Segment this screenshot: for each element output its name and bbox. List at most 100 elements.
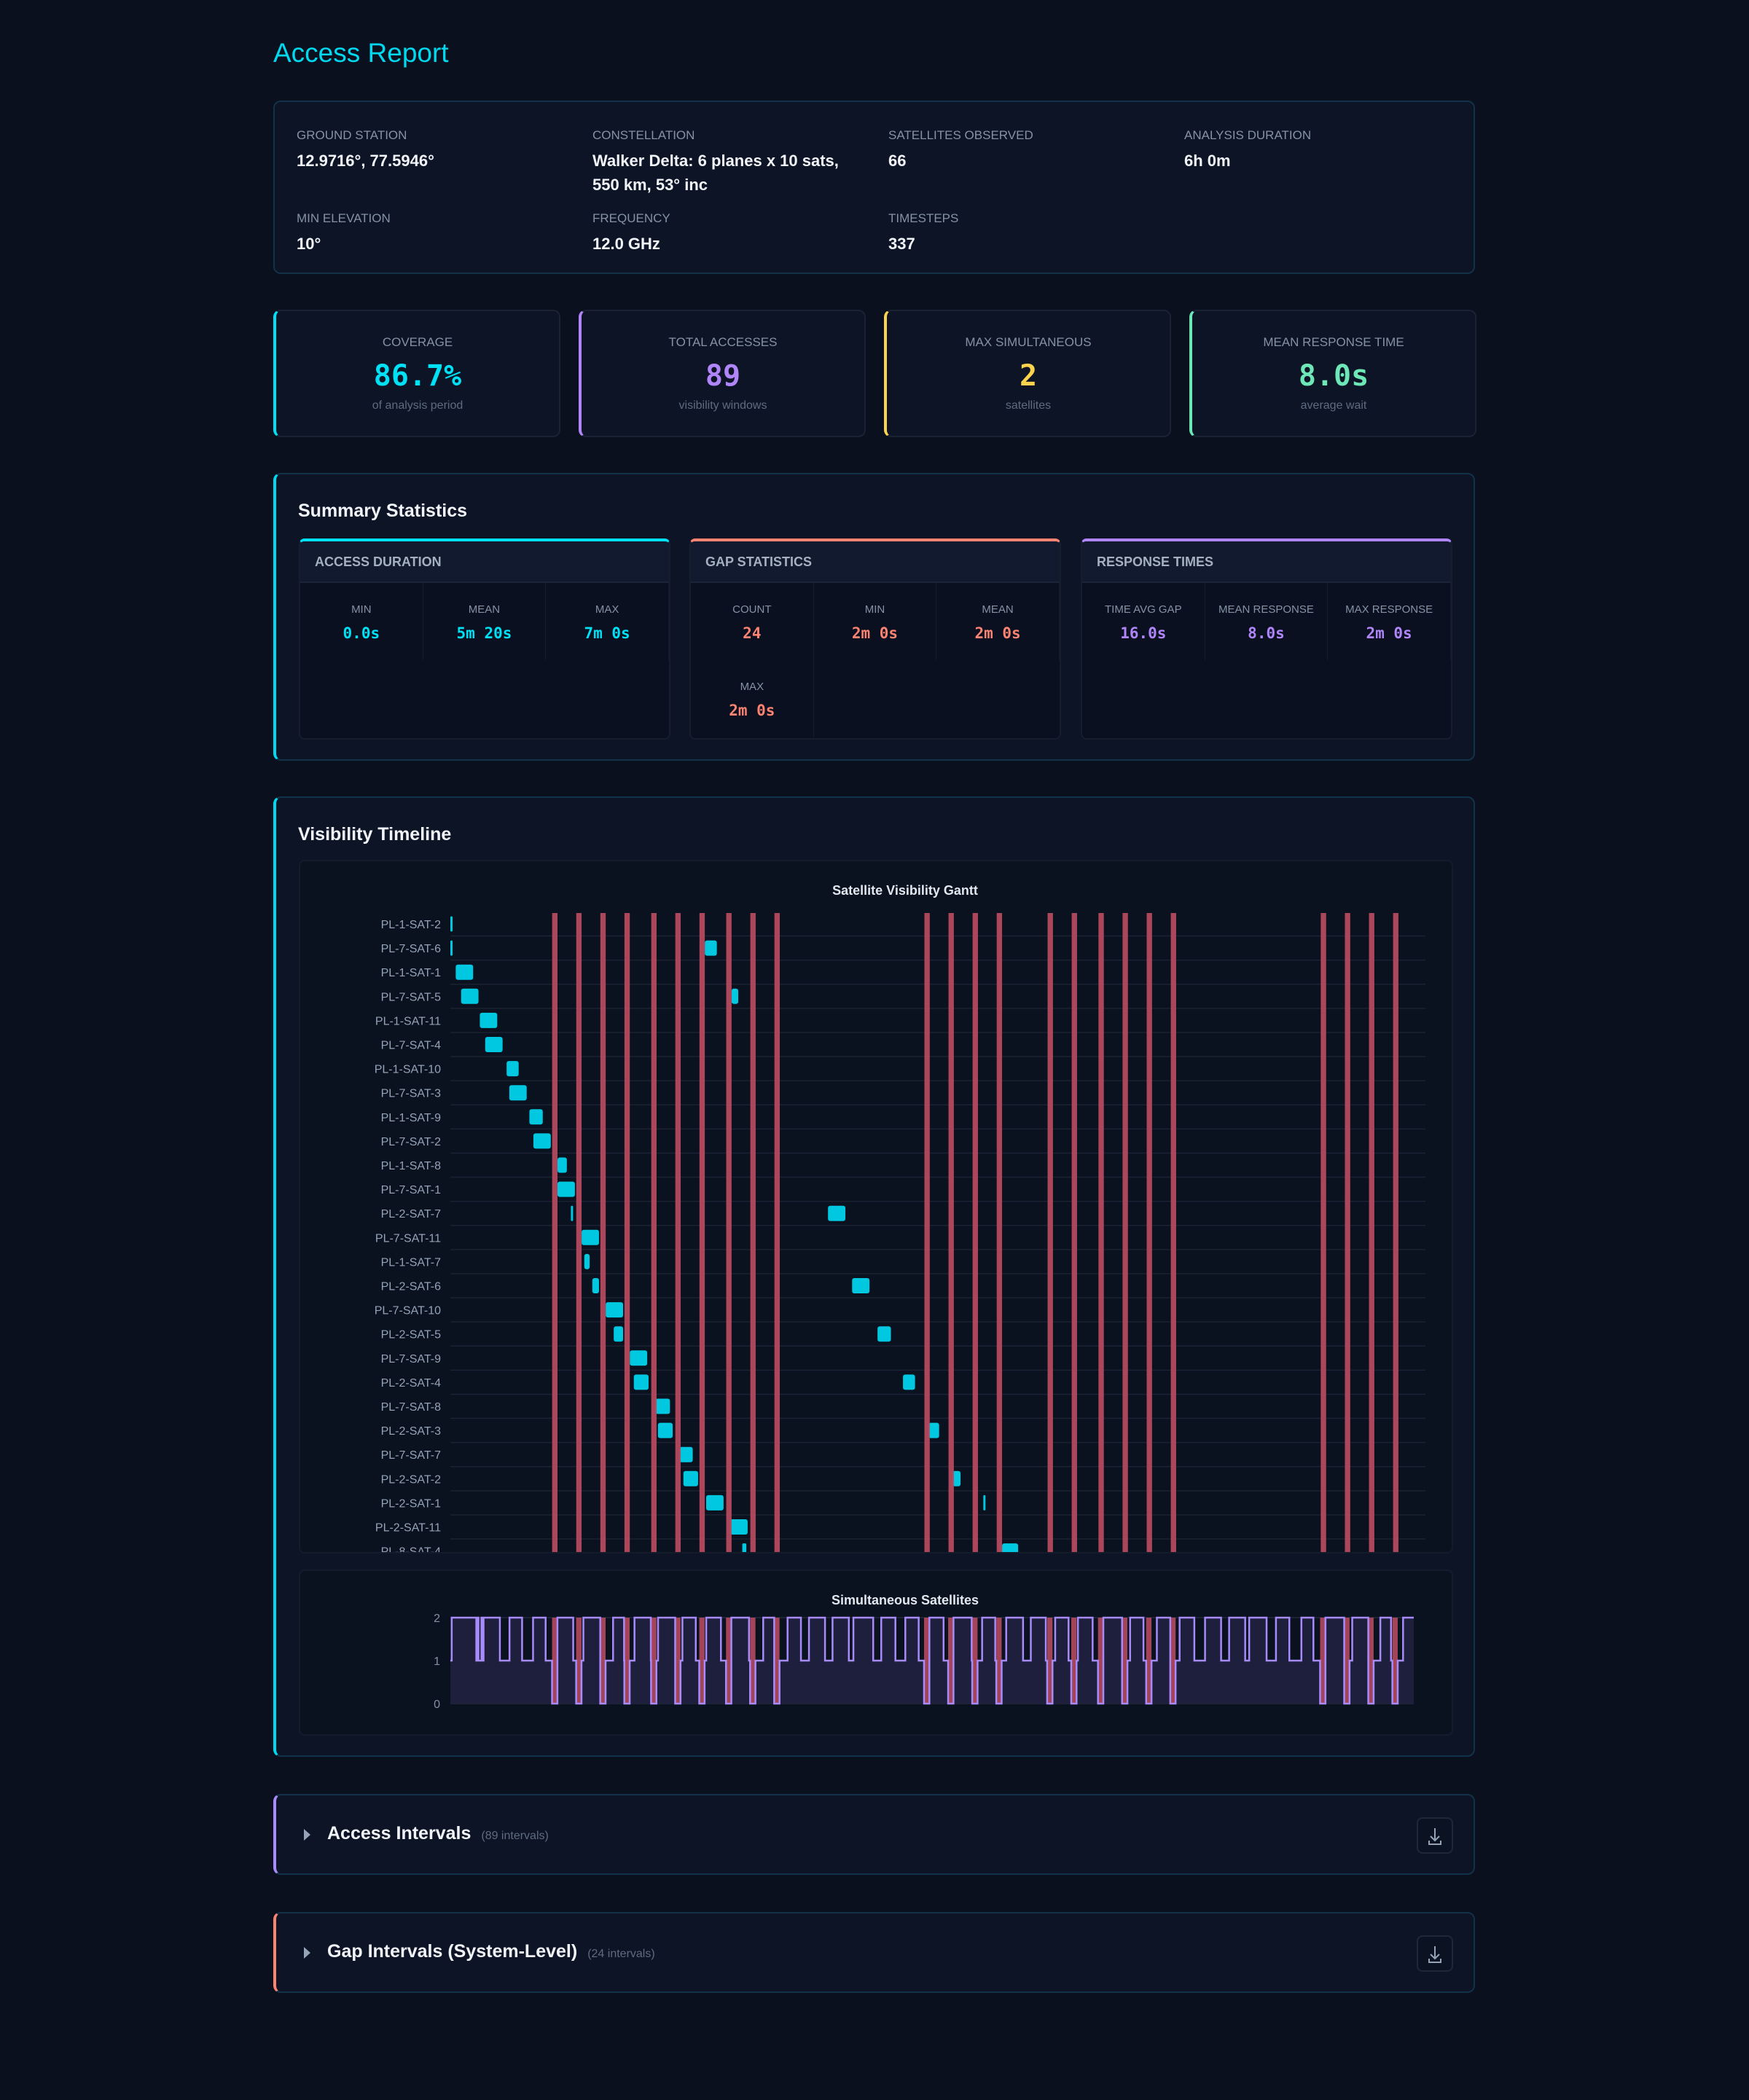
info-label: ANALYSIS DURATION [1184,128,1312,142]
access-bar[interactable] [655,1398,670,1414]
access-bar[interactable] [485,1037,503,1052]
access-bar[interactable] [657,1422,673,1438]
info-label: FREQUENCY [592,211,670,225]
info-value: 12.9716°, 77.5946° [297,152,434,170]
gap-band [675,913,681,1552]
gap-band [774,913,780,1552]
access-bar[interactable] [852,1278,870,1293]
access-bar[interactable] [480,1012,498,1028]
expand-triangle-icon[interactable] [304,1947,310,1959]
access-bar[interactable] [506,1061,519,1077]
stat-cell: MIN 0.0s [300,583,423,660]
access-bar[interactable] [903,1374,915,1390]
gap-band [576,913,582,1552]
access-bar[interactable] [450,916,453,932]
info-value: 337 [888,235,915,253]
row-label: PL-2-SAT-2 [381,1473,442,1486]
access-bar[interactable] [730,1519,748,1535]
access-bar[interactable] [683,1470,698,1486]
expand-triangle-icon[interactable] [304,1829,310,1841]
access-bar[interactable] [582,1229,599,1245]
info-label: MIN ELEVATION [297,211,391,225]
info-item: TIMESTEPS 337 [888,211,1165,256]
gap-band [1170,913,1176,1552]
access-bar[interactable] [705,940,717,956]
info-item: GROUND STATION 12.9716°, 77.5946° [297,128,574,173]
access-bar[interactable] [584,1253,590,1269]
access-bar[interactable] [731,988,739,1004]
stat-label: MAX SIMULTANEOUS [965,335,1092,349]
access-bar[interactable] [633,1374,649,1390]
access-bar[interactable] [828,1205,846,1221]
row-label: PL-1-SAT-2 [381,919,442,931]
gap-band [600,1618,606,1704]
stat-value: 89 [705,359,741,393]
access-bar[interactable] [877,1326,891,1342]
row-label: PL-7-SAT-10 [375,1305,441,1317]
stat-cell-value: 2m 0s [1366,624,1412,642]
gap-band [1320,1618,1326,1704]
stat-card: COVERAGE 86.7% of analysis period [273,310,560,437]
access-bar[interactable] [450,940,453,956]
download-access-intervals-button[interactable] [1417,1817,1453,1854]
stat-cell: MAX 2m 0s [691,660,814,737]
stat-cell-value: 5m 20s [456,624,512,642]
access-bar[interactable] [705,1494,724,1511]
row-label: PL-2-SAT-6 [381,1281,442,1293]
y-tick-label: 2 [434,1613,440,1625]
row-label: PL-2-SAT-4 [381,1377,442,1390]
gap-band [1097,1618,1104,1704]
row-label: PL-8-SAT-4 [381,1546,442,1554]
row-label: PL-7-SAT-8 [381,1401,442,1414]
row-label: PL-7-SAT-11 [375,1232,441,1245]
stat-label: TOTAL ACCESSES [668,335,778,349]
access-bar[interactable] [614,1326,624,1342]
gap-intervals-panel[interactable]: Gap Intervals (System-Level) (24 interval… [273,1912,1475,1993]
simultaneous-chart: Simultaneous Satellites 0 1 2 [299,1570,1453,1736]
access-bar[interactable] [455,964,474,980]
stat-cell: MAX 7m 0s [546,583,669,660]
access-bar[interactable] [1002,1543,1019,1554]
stat-group: ACCESS DURATION MIN 0.0s MEAN 5m 20s MAX 7m 0s [299,538,670,740]
gap-band [996,1618,1002,1704]
access-bar[interactable] [983,1494,986,1511]
stat-group-title: ACCESS DURATION [300,541,669,583]
gap-band [699,1618,705,1704]
access-bar[interactable] [529,1109,543,1125]
gap-band [651,913,657,1552]
access-bar[interactable] [630,1350,648,1366]
gantt-title: Satellite Visibility Gantt [832,883,978,898]
access-bar[interactable] [571,1205,574,1221]
access-bar[interactable] [533,1133,551,1149]
row-label: PL-2-SAT-5 [381,1329,442,1341]
stat-cell-label: MAX RESPONSE [1345,603,1433,616]
gap-band [750,913,756,1552]
access-bar[interactable] [509,1085,527,1101]
access-bar[interactable] [742,1543,747,1554]
access-bar[interactable] [952,1470,961,1486]
stat-cell-label: MIN [351,603,372,616]
gantt-plot: PL-1-SAT-2 PL-7-SAT-6 PL-1-SAT-1 PL-7-SAT-5… [375,913,1425,1554]
access-intervals-panel[interactable]: Access Intervals (89 intervals) [273,1794,1475,1875]
access-bar[interactable] [928,1422,939,1438]
y-tick-label: 0 [434,1699,440,1711]
download-gap-intervals-button[interactable] [1417,1935,1453,1972]
access-bar[interactable] [679,1446,693,1462]
stat-cell-label: MAX [740,681,764,693]
row-label: PL-2-SAT-1 [381,1497,442,1510]
access-bar[interactable] [461,988,479,1004]
stat-card: MEAN RESPONSE TIME 8.0s average wait [1189,310,1476,437]
info-value: Walker Delta: 6 planes x 10 sats, 550 km… [592,152,839,194]
access-bar[interactable] [592,1278,599,1293]
stat-cell: COUNT 24 [691,583,814,660]
stat-value: 86.7% [373,359,462,393]
access-bar[interactable] [606,1302,624,1318]
row-label: PL-7-SAT-6 [381,943,442,955]
stat-cell-label: MEAN [982,603,1014,616]
stat-card: MAX SIMULTANEOUS 2 satellites [884,310,1171,437]
count-area [450,1618,1414,1704]
access-bar[interactable] [557,1181,575,1197]
gap-band [1071,1618,1077,1704]
gap-band [726,913,732,1552]
access-bar[interactable] [557,1157,567,1173]
